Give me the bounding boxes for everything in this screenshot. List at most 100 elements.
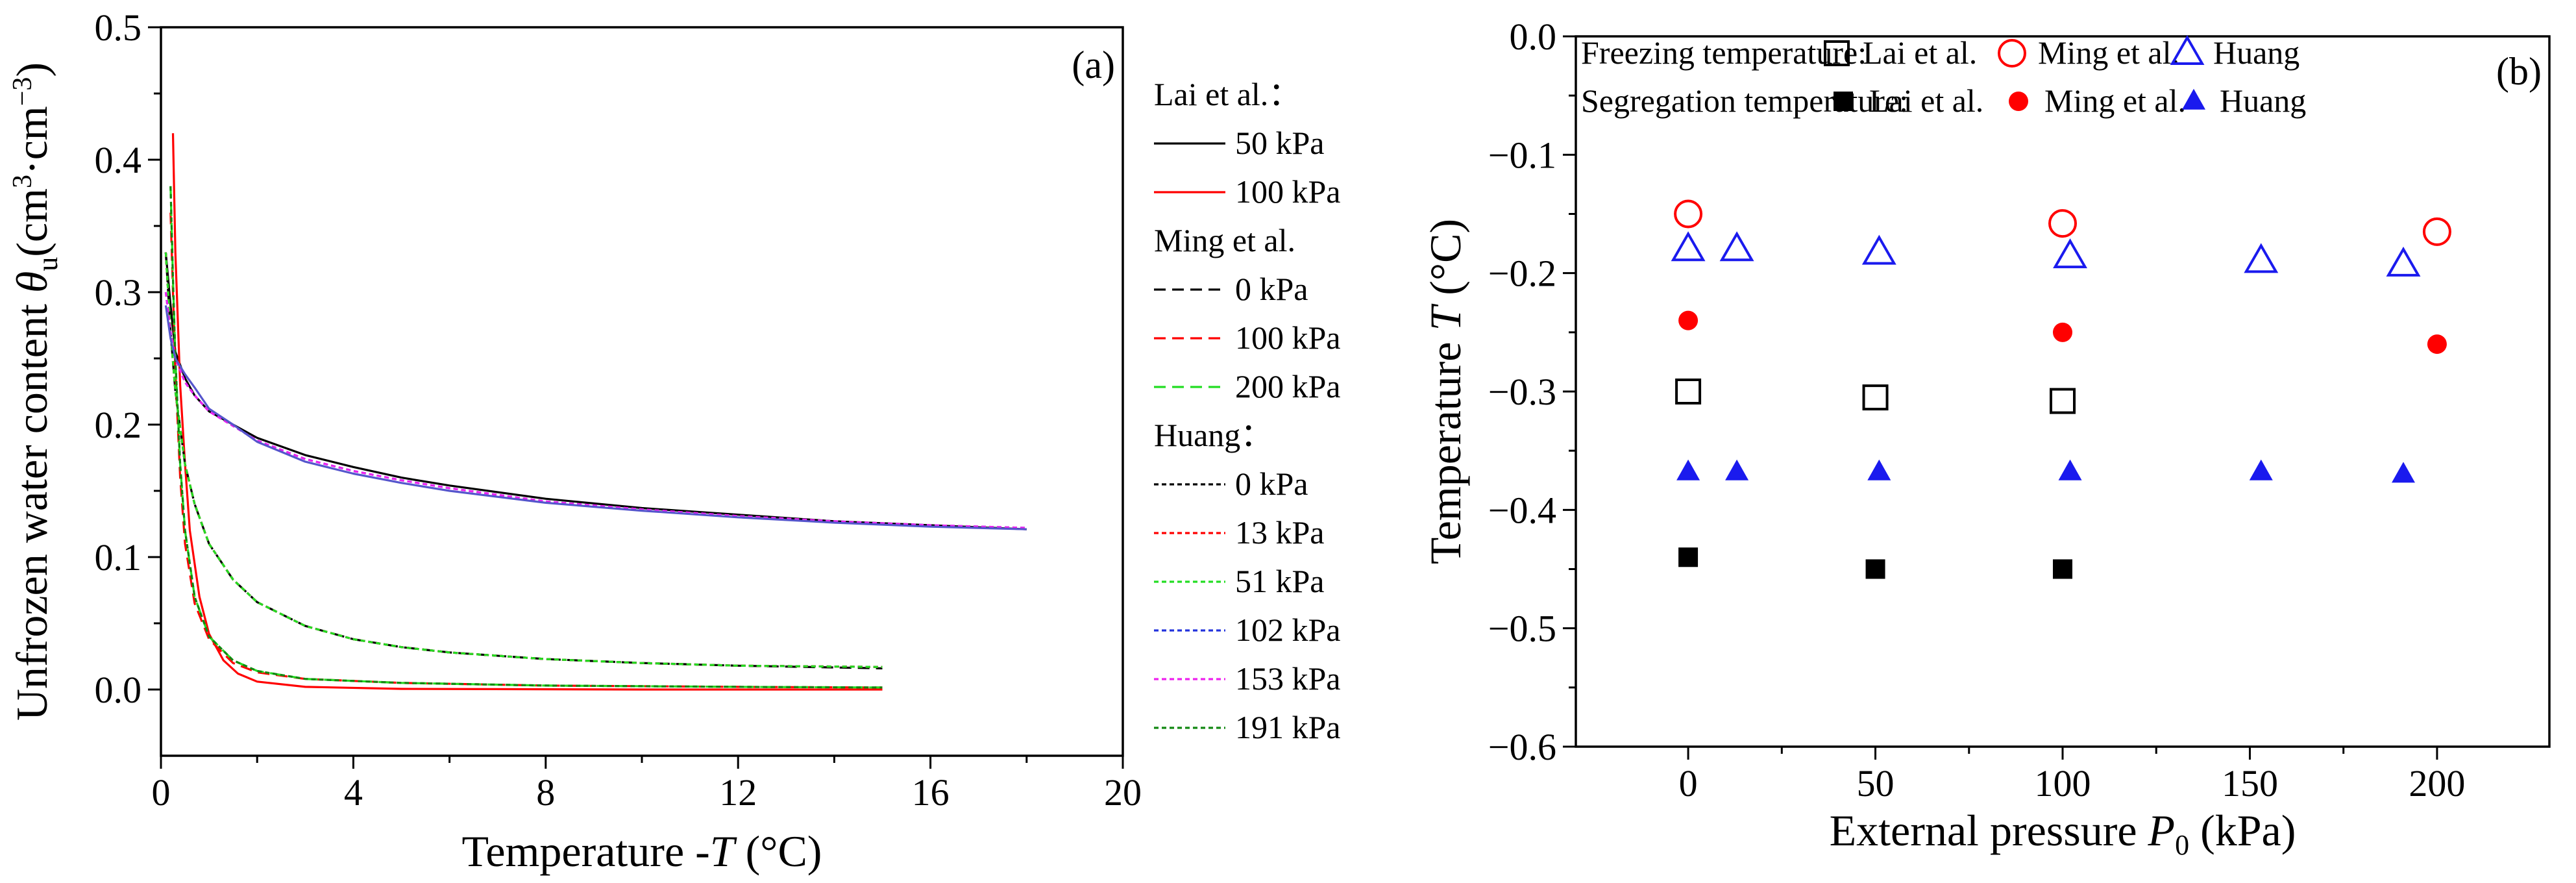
y-tick-label: 0.0 [1510, 16, 1557, 58]
legend-item-label: 100 kPa [1235, 319, 1341, 356]
series-line-huang-0-kpa [164, 252, 883, 668]
panel-a-legend: Lai et al.： 50 kPa 100 kPa Ming et al. 0 kPa… [1154, 76, 1341, 745]
data-point-segregation-temperature-lai-et-al- [1865, 559, 1885, 579]
legend-item-label: 191 kPa [1235, 709, 1341, 745]
data-point-segregation-temperature-ming-et-al- [2427, 334, 2447, 354]
legend-row-label: Freezing temperature: [1581, 34, 1867, 71]
panel-b-y-axis-title-part: (°C) [1421, 219, 1470, 306]
panel-b-y-axis-title-part: T [1421, 304, 1470, 331]
data-point-segregation-temperature-huang [2392, 462, 2415, 483]
legend-item-label: 153 kPa [1235, 660, 1341, 697]
panel-b-temperature-vs-pressure-chart: 0 50 100 150 200 0.0 −0.1 −0.2 −0.3 −0.4 −0.5 −0.6 F… [1421, 16, 2551, 861]
y-tick-label: −0.4 [1488, 489, 1556, 531]
legend-entry-label: Lai et al. [1863, 34, 1977, 71]
legend-group-title: Lai et al.： [1154, 76, 1301, 112]
data-point-freezing-temperature-huang [1861, 234, 1896, 265]
data-point-segregation-temperature-lai-et-al- [2053, 559, 2072, 579]
y-tick-label: −0.6 [1488, 726, 1556, 768]
data-point-segregation-temperature-ming-et-al- [2053, 322, 2072, 342]
series-line-ming-et-al-200-kpa [169, 186, 883, 689]
panel-a-x-axis-title: Temperature -T (°C) [462, 827, 822, 876]
legend-item-label: 50 kPa [1235, 125, 1325, 161]
legend-marker [1834, 92, 1853, 111]
x-tick-label: 20 [1104, 771, 1142, 814]
panel-a-x-axis-title-part: T [710, 827, 737, 876]
panel-b-label: (b) [2496, 50, 2542, 93]
x-tick-label: 4 [344, 771, 363, 814]
panel-a-y-axis-title-part: 3 [8, 175, 38, 188]
legend-entry-label: Ming et al. [2038, 34, 2179, 71]
legend-item-label: 13 kPa [1235, 514, 1325, 551]
data-point-freezing-temperature-huang [2244, 243, 2279, 273]
x-tick-label: 16 [912, 771, 950, 814]
y-tick-label: −0.2 [1488, 253, 1556, 295]
y-tick-label: −0.3 [1488, 371, 1556, 413]
panel-a-y-axis-title-part: Unfrozen water content [7, 293, 56, 721]
data-point-segregation-temperature-ming-et-al- [1678, 310, 1699, 330]
series-line-ming-et-al-0-kpa [164, 252, 883, 669]
panel-a-plot-frame [160, 26, 1124, 757]
legend-entry-label: Huang [2220, 82, 2306, 119]
legend-item-label: 100 kPa [1235, 173, 1341, 210]
series-line-lai-et-al-50-kpa [164, 252, 1027, 530]
legend-entry-label: Lai et al. [1869, 82, 1983, 119]
data-point-segregation-temperature-huang [1676, 459, 1700, 480]
data-point-segregation-temperature-lai-et-al- [1678, 547, 1699, 567]
panel-b-x-axis-title-part: External pressure [1830, 806, 2148, 855]
panel-b-x-axis-title-part: P [2148, 806, 2176, 855]
panel-b-x-axis-title-part: (kPa) [2189, 806, 2296, 855]
panel-a-unfrozen-water-content-chart: 0 4 8 12 16 20 0.0 0.1 0.2 0.3 0.4 0.5 (a) Temperatur… [7, 6, 1341, 876]
panel-b-y-axis-title-part: Temperature [1421, 331, 1470, 565]
panel-b-plot-frame [1575, 35, 2551, 748]
y-tick-label: 0.3 [95, 271, 142, 314]
data-point-freezing-temperature-ming-et-al- [2422, 217, 2451, 246]
panel-b-y-axis-title: Temperature T (°C) [1421, 219, 1470, 564]
series-line-huang-102-kpa [164, 292, 1027, 529]
series-line-huang-153-kpa [164, 292, 1027, 529]
legend-item-label: 200 kPa [1235, 368, 1341, 404]
series-line-huang-102-kpa-upper-trace- [164, 305, 1027, 530]
x-tick-label: 0 [152, 771, 171, 814]
panel-a-y-axis-title-part: ) [7, 62, 56, 77]
panel-a-y-axis-title-part: −3 [8, 77, 38, 106]
y-tick-label: 0.4 [95, 139, 142, 181]
data-point-freezing-temperature-huang [2386, 246, 2421, 277]
legend-item-label: 102 kPa [1235, 612, 1341, 648]
legend-item-label: 0 kPa [1235, 466, 1308, 502]
data-point-freezing-temperature-huang [1719, 231, 1754, 262]
legend-entry-label: Ming et al. [2044, 82, 2186, 119]
x-tick-label: 200 [2409, 762, 2465, 804]
series-line-lai-et-al-100-kpa [171, 133, 883, 691]
panel-a-x-axis-title-part: (°C) [735, 827, 822, 876]
panel-a-label: (a) [1072, 44, 1115, 86]
panel-b-points-group [1671, 199, 2451, 579]
panel-b-x-axis-title-part: 0 [2175, 829, 2189, 861]
panel-a-y-axis-title: Unfrozen water content θu(cm3·cm−3) [7, 62, 64, 721]
data-point-freezing-temperature-lai-et-al- [2050, 388, 2076, 414]
data-point-segregation-temperature-huang [1725, 459, 1749, 480]
y-tick-label: 0.1 [95, 536, 142, 578]
data-point-freezing-temperature-lai-et-al- [1675, 379, 1702, 404]
panel-a-y-axis-title-part: (cm [7, 188, 56, 257]
legend-marker [2009, 92, 2028, 111]
x-tick-label: 50 [1857, 762, 1895, 804]
data-point-freezing-temperature-ming-et-al- [2048, 209, 2077, 238]
data-point-freezing-temperature-huang [2053, 238, 2087, 269]
legend-item-label: 0 kPa [1235, 271, 1308, 307]
panel-a-y-axis-title-part: ·cm [7, 106, 56, 175]
panel-a-y-axis-title-part: θ [7, 271, 56, 293]
data-point-segregation-temperature-huang [2249, 459, 2273, 480]
series-line-huang-13-kpa [164, 252, 883, 668]
legend-row-label: Segregation temperature: [1581, 82, 1908, 119]
series-line-huang-51-kpa [164, 252, 883, 668]
x-tick-label: 0 [1679, 762, 1698, 804]
panel-a-y-axis-title-part: u [32, 257, 64, 271]
legend-marker [1998, 39, 2026, 68]
panel-b-legend: Freezing temperature:Lai et al. Ming et a… [1581, 34, 2306, 119]
x-tick-label: 150 [2222, 762, 2278, 804]
legend-item-label: 51 kPa [1235, 563, 1325, 599]
panel-a-series-group [164, 133, 1027, 691]
legend-group-title: Huang： [1154, 417, 1273, 453]
legend-entry-label: Huang [2213, 34, 2300, 71]
